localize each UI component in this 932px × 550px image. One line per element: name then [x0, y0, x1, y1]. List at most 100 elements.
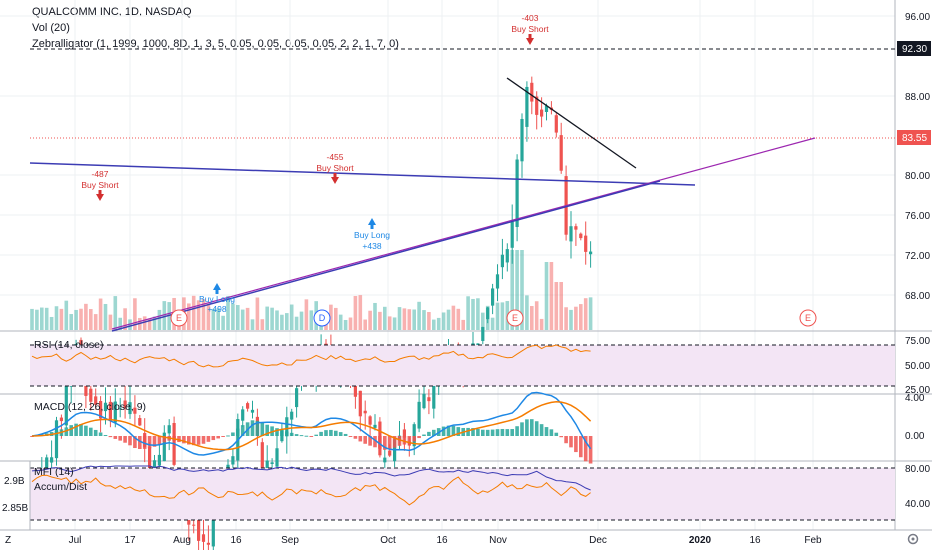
volume-bar — [574, 306, 578, 330]
volume-bar — [481, 312, 485, 330]
volume-bar — [309, 310, 314, 330]
volume-bar — [40, 307, 44, 330]
volume-bar — [539, 318, 544, 330]
macd-histogram-bar — [387, 436, 392, 450]
channel-trendline — [506, 77, 637, 169]
macd-histogram-bar — [187, 436, 191, 445]
zebralligator-indicator-label[interactable]: Zebralligator (1, 1999, 1000, 8D, 1, 3, … — [32, 38, 399, 50]
volume-bar — [436, 317, 441, 330]
macd-histogram-bar — [392, 436, 397, 448]
candle-body — [201, 534, 206, 542]
macd-histogram-bar — [191, 436, 196, 446]
macd-histogram-bar — [378, 436, 382, 449]
candle-body — [544, 105, 549, 112]
volume-bar — [299, 311, 304, 330]
macd-histogram-bar — [289, 432, 294, 436]
candle-body — [353, 383, 357, 397]
volume-bar — [432, 319, 436, 330]
signal-value-3: -403 — [521, 13, 538, 23]
earnings-event-icon — [170, 309, 188, 327]
macd-label[interactable]: MACD (12, 26, close, 9) — [34, 401, 147, 413]
volume-bar — [275, 310, 279, 330]
candle-body — [368, 416, 372, 425]
earnings-event-icon — [506, 309, 524, 327]
candle-body — [383, 457, 387, 463]
earnings-event-icon — [799, 309, 817, 327]
macd-histogram-bar — [216, 436, 220, 439]
gear-icon — [907, 533, 919, 545]
volume-bar — [250, 319, 255, 330]
rsi-tick: 50.00 — [905, 361, 930, 372]
macd-histogram-bar — [113, 436, 118, 439]
volume-bar — [108, 314, 113, 330]
volume-bar — [157, 309, 162, 330]
volume-indicator-label[interactable]: Vol (20) — [32, 22, 70, 34]
macd-histogram-bar — [530, 419, 534, 436]
macd-histogram-bar — [427, 431, 431, 436]
candle-body — [118, 408, 122, 410]
volume-bar — [495, 302, 500, 330]
rsi-label[interactable]: RSI (14, close) — [34, 339, 104, 351]
mfi-tick: 40.00 — [905, 499, 930, 510]
rsi-band — [30, 345, 895, 386]
signal-text-5: Buy Long — [199, 294, 235, 304]
macd-histogram-bar — [294, 434, 299, 436]
macd-histogram-bar — [304, 435, 309, 437]
candle-body — [363, 410, 367, 414]
volume-bar — [304, 299, 309, 330]
macd-histogram-bar — [319, 431, 323, 436]
symbol-title[interactable]: QUALCOMM INC, 1D, NASDAQ — [32, 6, 192, 18]
candle-body — [589, 251, 593, 255]
volume-bar — [343, 319, 348, 330]
last-price-tag — [897, 130, 931, 145]
macd-histogram-bar — [211, 436, 216, 441]
rsi-tick: 75.00 — [905, 336, 930, 347]
time-tick: Jul — [69, 535, 82, 546]
macd-histogram-bar — [250, 420, 255, 436]
volume-bar — [231, 303, 235, 330]
volume-bar — [206, 303, 211, 330]
volume-bar — [383, 306, 387, 330]
volume-bar — [427, 312, 431, 330]
macd-histogram-bar — [240, 425, 245, 436]
macd-histogram-bar — [456, 427, 461, 436]
signal-value-2: -455 — [326, 152, 343, 162]
candle-body — [59, 417, 63, 422]
macd-histogram-bar — [138, 436, 142, 450]
candle-body — [113, 401, 117, 423]
macd-histogram-bar — [353, 436, 358, 439]
macd-histogram-bar — [255, 420, 260, 436]
macd-histogram-bar — [147, 436, 152, 449]
macd-histogram-bar — [500, 428, 505, 436]
candle-body — [192, 524, 196, 526]
candle-body — [535, 96, 539, 115]
macd-histogram-bar — [89, 427, 93, 436]
macd-histogram-bar — [226, 435, 230, 437]
time-tick: Aug — [173, 535, 191, 546]
volume-bar — [245, 307, 250, 330]
volume-bar — [407, 309, 412, 330]
mfi-line — [31, 474, 591, 506]
candle-body — [54, 420, 59, 459]
volume-bar — [64, 300, 69, 330]
macd-histogram-bar — [490, 429, 495, 436]
macd-tick: 0.00 — [905, 431, 925, 442]
volume-bar — [490, 317, 495, 330]
time-tick: 2020 — [689, 535, 712, 546]
candle-body — [260, 442, 264, 476]
candle-body — [128, 402, 132, 415]
sell-arrow-icon — [96, 194, 104, 201]
mfi-label[interactable]: MFI (14) — [34, 466, 74, 478]
volume-bar — [554, 282, 559, 330]
candle-body — [211, 518, 215, 547]
volume-bar — [69, 314, 73, 330]
macd-histogram-bar — [510, 429, 514, 436]
macd-histogram-bar — [30, 436, 34, 437]
price-tick: 72.00 — [905, 251, 930, 262]
candle-body — [515, 159, 519, 227]
candle-body — [89, 388, 93, 402]
accum-dist-label[interactable]: Accum/Dist — [34, 481, 88, 493]
volume-bar — [289, 304, 294, 330]
rsi-line — [31, 344, 591, 368]
